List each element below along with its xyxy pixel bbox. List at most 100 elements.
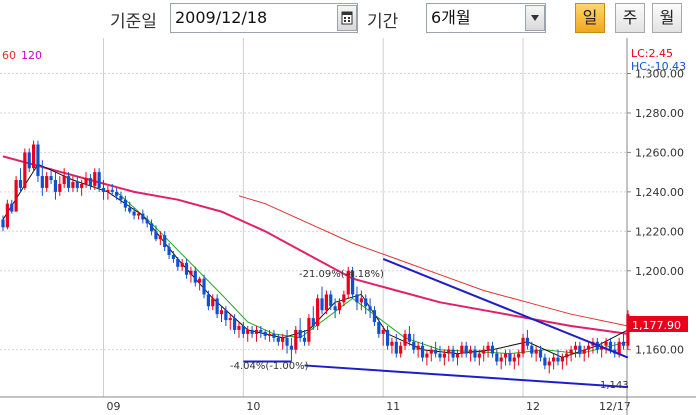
candle-body xyxy=(490,345,495,354)
period-month-button[interactable]: 월 xyxy=(652,3,682,33)
candle xyxy=(573,341,578,358)
candle-body xyxy=(101,187,106,192)
candle xyxy=(289,337,294,362)
candle-body xyxy=(241,325,245,334)
candle-body xyxy=(171,254,176,259)
candle-body xyxy=(10,203,14,212)
candle-body xyxy=(342,294,346,303)
candle xyxy=(442,349,446,366)
candle-body xyxy=(464,345,468,354)
candle xyxy=(569,345,573,362)
candle xyxy=(45,172,49,192)
candle-body xyxy=(58,183,62,192)
candle-body xyxy=(499,357,503,362)
candle-body xyxy=(250,329,254,334)
candle-body xyxy=(442,353,446,358)
candle xyxy=(40,160,44,196)
x-tick-label: 10 xyxy=(246,400,260,413)
candle xyxy=(429,345,433,362)
candle-body xyxy=(460,345,464,354)
candle xyxy=(329,290,333,311)
base-date-input[interactable]: 2009/12/18 xyxy=(170,3,358,33)
candle-body xyxy=(259,329,263,332)
candle-body xyxy=(324,294,328,311)
candle-body xyxy=(281,337,285,342)
candle xyxy=(1,215,5,232)
candle xyxy=(420,341,425,362)
candle-body xyxy=(451,349,455,358)
candle-body xyxy=(407,333,412,342)
candle-body xyxy=(346,270,350,295)
candle-body xyxy=(31,144,36,169)
candle xyxy=(490,341,495,358)
candle xyxy=(477,349,481,366)
candle xyxy=(211,294,215,311)
candle-body xyxy=(333,306,337,311)
candle-body xyxy=(604,341,608,346)
candle-body xyxy=(163,235,167,248)
candle xyxy=(267,329,272,342)
y-tick-label: 1,300.00 xyxy=(635,68,684,81)
candle-body xyxy=(560,357,564,362)
candle xyxy=(534,345,538,362)
candle xyxy=(390,337,394,354)
candle xyxy=(132,207,136,220)
candle xyxy=(482,345,486,362)
candle xyxy=(5,199,9,230)
candle xyxy=(385,325,390,350)
candlesticks xyxy=(1,140,630,374)
candle xyxy=(530,341,534,358)
candle xyxy=(468,345,473,362)
y-tick-label: 1,220.00 xyxy=(635,225,684,238)
candle xyxy=(499,353,503,370)
candle xyxy=(14,176,18,212)
period-day-button[interactable]: 일 xyxy=(575,3,605,33)
candle-body xyxy=(617,341,621,354)
candle xyxy=(10,199,14,214)
candle xyxy=(294,325,298,354)
candle xyxy=(412,333,416,354)
candle xyxy=(355,286,359,311)
candle xyxy=(316,294,320,330)
candle xyxy=(521,333,525,358)
period-week-button[interactable]: 주 xyxy=(615,3,645,33)
annotation-low-value: 1,143 xyxy=(600,380,629,391)
candle-body xyxy=(154,231,158,240)
candle xyxy=(342,290,346,307)
candle xyxy=(403,329,407,350)
candle-body xyxy=(267,333,272,336)
candle-body xyxy=(530,345,534,354)
candle xyxy=(119,191,123,204)
price-chart[interactable]: 09 10 11 12 12/17 1,300.001,280.001,260.001,… xyxy=(0,38,696,415)
candle xyxy=(447,345,451,362)
candle-body xyxy=(377,322,381,334)
candle-body xyxy=(53,180,58,192)
candle xyxy=(586,341,591,358)
candle xyxy=(215,294,219,319)
candle-body xyxy=(565,353,569,358)
ma120-line xyxy=(238,195,629,327)
candle-body xyxy=(198,278,202,283)
calendar-icon[interactable] xyxy=(337,5,357,31)
dropdown-arrow-icon[interactable] xyxy=(525,5,545,31)
candle-body xyxy=(40,176,44,188)
candle xyxy=(250,325,254,338)
lc-indicator: LC:2.45 xyxy=(631,47,673,60)
candle-body xyxy=(525,337,529,346)
candle-body xyxy=(106,189,110,192)
candle-body xyxy=(337,302,342,311)
candle xyxy=(333,298,337,319)
candle xyxy=(626,310,630,350)
candle-body xyxy=(381,329,385,334)
candle xyxy=(224,306,228,326)
candle xyxy=(434,341,438,358)
candle-body xyxy=(62,176,66,184)
candle-body xyxy=(569,349,573,354)
candle xyxy=(219,306,224,323)
candle-body xyxy=(482,349,486,354)
candle-body xyxy=(36,144,40,177)
candle xyxy=(517,349,521,366)
candle-body xyxy=(285,337,289,346)
candle-body xyxy=(167,247,171,255)
candle-body xyxy=(97,172,101,188)
